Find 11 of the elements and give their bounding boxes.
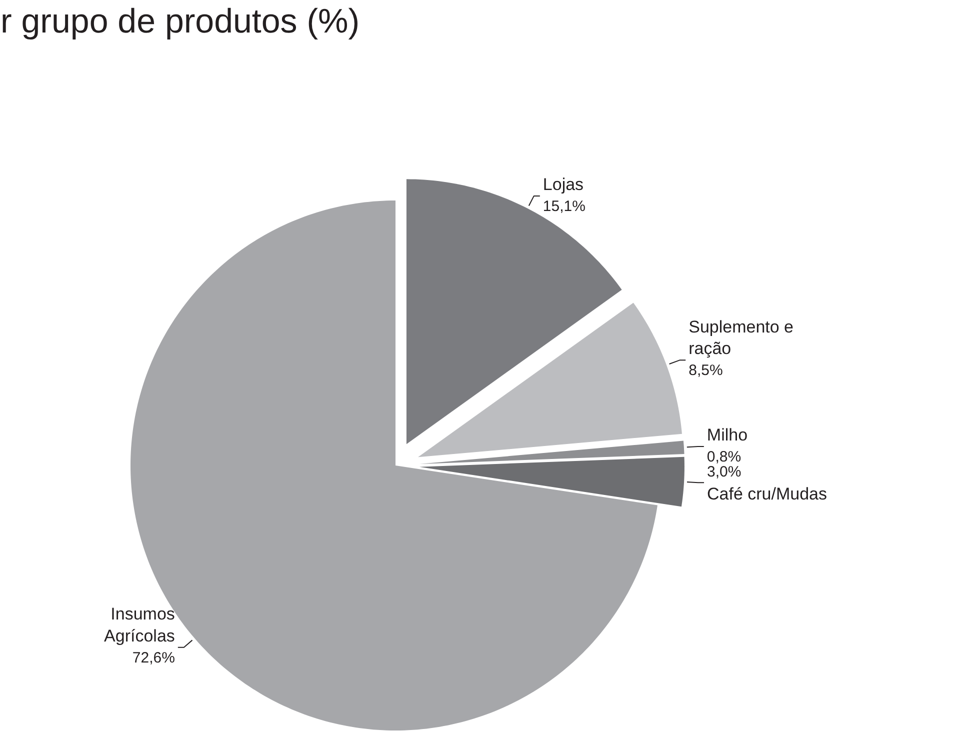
data-label: 8,5% [688, 362, 723, 380]
slice-label: Café cru/Mudas [707, 484, 828, 504]
slice-label: Lojas [542, 174, 584, 194]
data-label: 15,1% [542, 198, 586, 215]
data-label: 72,6% [132, 649, 175, 666]
data-label: 0,8% [706, 448, 742, 466]
slice-label: Milho [706, 425, 748, 444]
slice-label: Insumos Agrícolas [104, 604, 175, 646]
slice-label: Suplemento e ração [688, 317, 794, 358]
chart-title: r grupo de produtos (%) [0, 2, 360, 40]
data-label: 3,0% [707, 464, 742, 481]
